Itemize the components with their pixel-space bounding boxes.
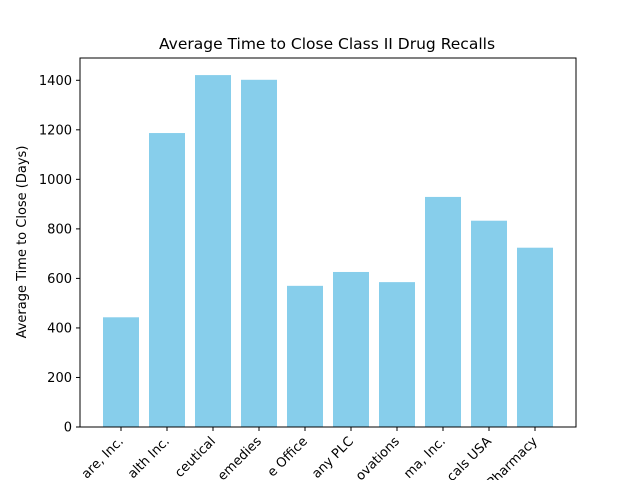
bar-4 (287, 285, 323, 427)
x-tick-label-0: are, Inc. (79, 434, 127, 480)
plot-frame (79, 57, 577, 428)
bar-6 (379, 282, 415, 427)
bar-3 (241, 79, 277, 428)
x-tick-label-7: ma, Inc. (401, 434, 449, 480)
x-tick-label-6: ovations (353, 434, 403, 480)
x-tick-label-1: alth Inc. (125, 434, 173, 480)
x-tick-label-9: Pharmacy (485, 434, 542, 480)
x-tick-label-3: emedies (215, 434, 265, 480)
x-tick-label-2: ceutical (172, 434, 219, 480)
y-tick-label-7: 1400 (39, 74, 72, 89)
x-tick-label-4: e Office (265, 434, 311, 480)
y-tick-label-1: 200 (47, 371, 72, 386)
bar-9 (517, 247, 553, 427)
bars-group (103, 75, 553, 428)
x-tick-label-8: cals USA (444, 434, 495, 480)
bar-7 (425, 196, 461, 427)
y-axis-ticks: 0 200 400 600 800 1000 1200 1400 (39, 74, 80, 436)
y-tick-label-4: 800 (47, 222, 72, 237)
bar-5 (333, 271, 369, 427)
bar-0 (103, 317, 139, 427)
y-tick-label-2: 400 (47, 321, 72, 336)
y-tick-label-6: 1200 (39, 123, 72, 138)
bar-2 (195, 75, 231, 427)
chart-title: Average Time to Close Class II Drug Reca… (159, 35, 495, 53)
y-axis-label: Average Time to Close (Days) (15, 146, 30, 339)
bar-1 (149, 133, 185, 427)
y-tick-label-3: 600 (47, 272, 72, 287)
bar-8 (471, 220, 507, 427)
y-tick-label-0: 0 (64, 421, 72, 436)
y-tick-label-5: 1000 (39, 173, 72, 188)
x-tick-label-5: any PLC (309, 434, 357, 480)
